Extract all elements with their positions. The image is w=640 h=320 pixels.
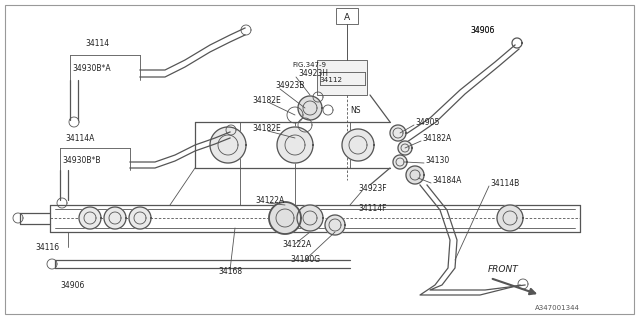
Text: 34930B*B: 34930B*B xyxy=(62,156,100,164)
Polygon shape xyxy=(79,207,101,229)
Text: 34923B: 34923B xyxy=(275,81,305,90)
Text: 34906: 34906 xyxy=(60,282,84,291)
Polygon shape xyxy=(325,215,345,235)
Text: A347001344: A347001344 xyxy=(535,305,580,311)
Text: 34182E: 34182E xyxy=(252,124,281,132)
Text: 34906: 34906 xyxy=(470,26,494,35)
Text: 34182A: 34182A xyxy=(422,133,451,142)
Text: 34114F: 34114F xyxy=(358,204,387,212)
Polygon shape xyxy=(210,127,246,163)
Bar xyxy=(317,60,367,95)
Polygon shape xyxy=(398,141,412,155)
Polygon shape xyxy=(393,155,407,169)
Polygon shape xyxy=(406,166,424,184)
Text: 34122A: 34122A xyxy=(255,196,284,204)
Text: 34114B: 34114B xyxy=(490,179,519,188)
Text: 34906: 34906 xyxy=(470,26,494,35)
Text: 34114A: 34114A xyxy=(65,133,94,142)
Text: FIG.347-9: FIG.347-9 xyxy=(292,62,326,68)
Text: 34122A: 34122A xyxy=(282,239,311,249)
Polygon shape xyxy=(497,205,523,231)
Text: 34930B*A: 34930B*A xyxy=(72,63,111,73)
Text: 34112: 34112 xyxy=(319,77,342,83)
Text: 34116: 34116 xyxy=(35,243,59,252)
Text: 34184A: 34184A xyxy=(432,175,461,185)
Text: 34182E: 34182E xyxy=(252,95,281,105)
Text: NS: NS xyxy=(350,106,360,115)
Text: A: A xyxy=(344,12,350,21)
Polygon shape xyxy=(390,125,406,141)
Text: 34130: 34130 xyxy=(425,156,449,164)
Polygon shape xyxy=(342,129,374,161)
Text: 34190G: 34190G xyxy=(290,255,320,265)
Polygon shape xyxy=(269,202,301,234)
Text: 34114: 34114 xyxy=(85,38,109,47)
Text: 34168: 34168 xyxy=(218,268,242,276)
Text: 34923F: 34923F xyxy=(358,183,387,193)
Text: 34905: 34905 xyxy=(415,117,440,126)
Bar xyxy=(336,8,358,24)
Polygon shape xyxy=(297,205,323,231)
Text: 34923H: 34923H xyxy=(298,68,328,77)
Text: FRONT: FRONT xyxy=(488,266,519,275)
Polygon shape xyxy=(298,96,322,120)
Polygon shape xyxy=(277,127,313,163)
Polygon shape xyxy=(104,207,126,229)
Polygon shape xyxy=(129,207,151,229)
